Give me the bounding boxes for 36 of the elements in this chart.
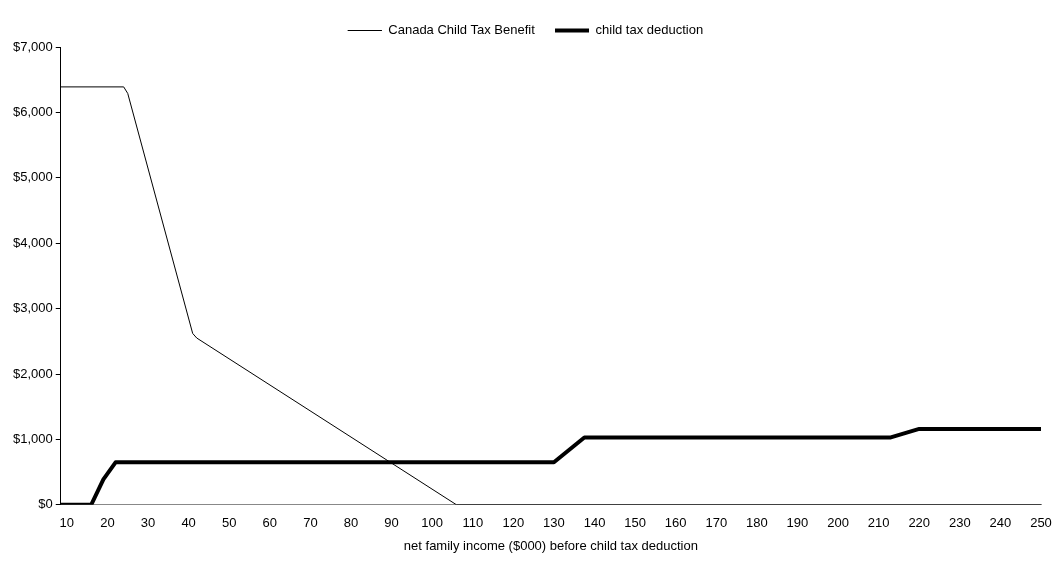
x-tick-label: 80 — [343, 515, 359, 531]
x-tick-label: 230 — [948, 515, 971, 531]
x-tick-label: 140 — [583, 515, 606, 531]
x-tick-label: 70 — [303, 515, 318, 531]
legend-label: child tax deduction — [595, 22, 704, 38]
x-tick-label: 100 — [421, 515, 444, 531]
y-tick-label: $3,000 — [13, 300, 53, 316]
x-tick-label: 150 — [624, 515, 646, 531]
x-tick-label: 50 — [221, 515, 237, 531]
x-tick-label: 200 — [827, 515, 849, 531]
y-tick-label: $6,000 — [13, 103, 53, 119]
x-tick-label: 40 — [181, 515, 196, 531]
x-tick-label: 30 — [140, 515, 156, 531]
x-axis-title: net family income ($000) before child tax deduction — [403, 537, 698, 553]
x-tick-label: 180 — [746, 515, 768, 531]
y-tick-label: $5,000 — [13, 169, 53, 185]
x-tick-label: 160 — [664, 515, 687, 531]
y-tick-label: $0 — [38, 496, 53, 512]
x-tick-label: 220 — [908, 515, 931, 531]
x-tick-label: 20 — [100, 515, 115, 531]
x-tick-label: 130 — [543, 515, 565, 531]
x-tick-label: 210 — [867, 515, 890, 531]
legend-label: Canada Child Tax Benefit — [388, 22, 536, 38]
x-tick-label: 240 — [989, 515, 1012, 531]
x-tick-label: 60 — [262, 515, 278, 531]
x-tick-label: 250 — [1030, 515, 1052, 531]
y-tick-label: $4,000 — [13, 234, 53, 250]
x-tick-label: 170 — [705, 515, 728, 531]
x-tick-label: 110 — [462, 515, 484, 531]
y-tick-label: $1,000 — [13, 430, 53, 446]
x-tick-label: 190 — [786, 515, 809, 531]
y-tick-label: $2,000 — [13, 365, 53, 381]
x-tick-label: 120 — [502, 515, 525, 531]
x-tick-label: 90 — [384, 515, 399, 531]
y-tick-label: $7,000 — [13, 38, 53, 54]
x-tick-label: 10 — [59, 515, 75, 531]
